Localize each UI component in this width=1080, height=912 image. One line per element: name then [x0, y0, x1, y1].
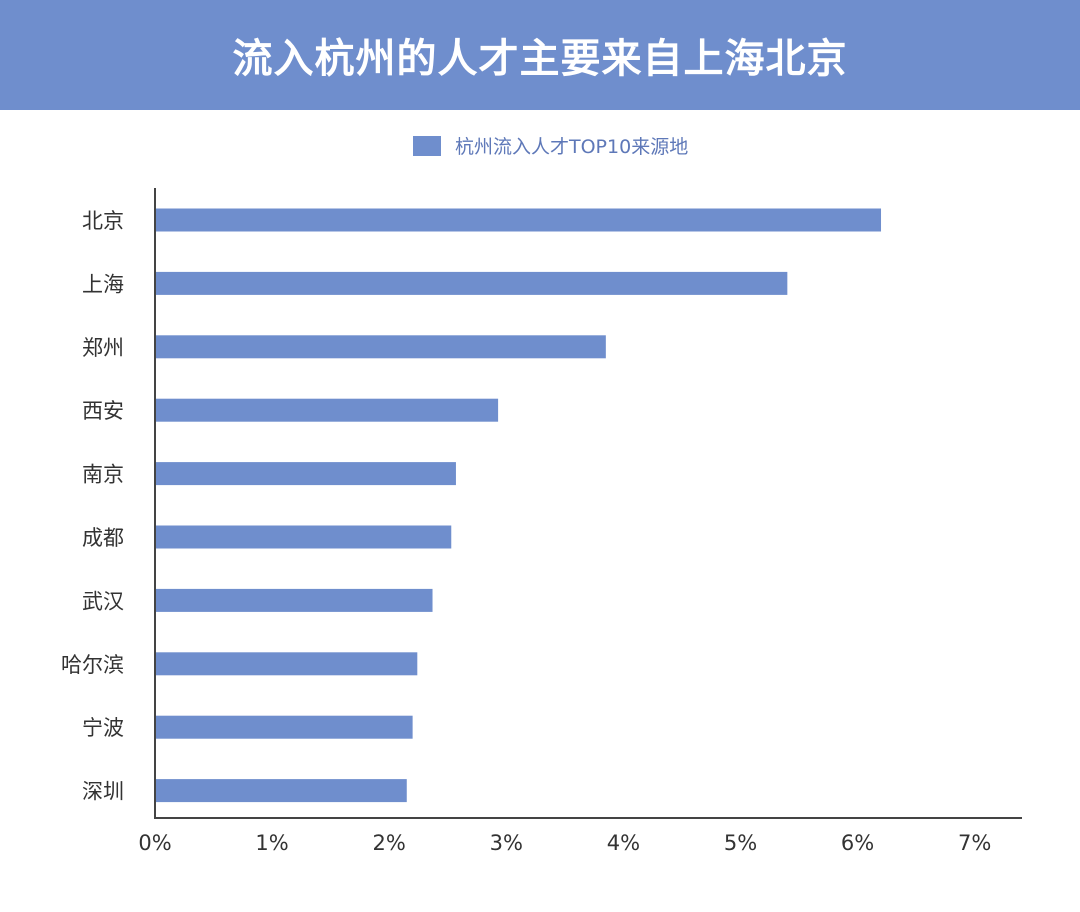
x-tick-label: 3%: [490, 831, 523, 855]
legend-label: 杭州流入人才TOP10来源地: [455, 136, 688, 158]
bar: [155, 779, 407, 803]
category-label: 上海: [82, 272, 124, 296]
category-label: 武汉: [82, 589, 124, 613]
bar: [155, 335, 606, 359]
axes: [154, 188, 1022, 819]
x-tick-label: 6%: [841, 831, 874, 855]
category-label: 宁波: [82, 716, 124, 740]
page-title: 流入杭州的人才主要来自上海北京: [232, 36, 848, 82]
bar: [155, 588, 433, 612]
category-label: 郑州: [82, 336, 124, 360]
category-label: 西安: [82, 399, 124, 423]
bar: [155, 271, 788, 295]
title-banner: 流入杭州的人才主要来自上海北京: [0, 0, 1080, 110]
x-tick-label: 1%: [255, 831, 288, 855]
bar: [155, 525, 452, 549]
bar: [155, 652, 418, 676]
bar: [155, 462, 456, 486]
legend-swatch: [413, 136, 441, 156]
legend: 杭州流入人才TOP10来源地: [413, 136, 688, 158]
x-tick-label: 5%: [724, 831, 757, 855]
x-tick-label: 7%: [958, 831, 991, 855]
category-label: 北京: [82, 209, 124, 233]
category-label: 哈尔滨: [61, 653, 124, 677]
bar: [155, 715, 413, 739]
bar: [155, 398, 499, 422]
bar: [155, 208, 882, 232]
x-tick-label: 0%: [138, 831, 171, 855]
category-label: 成都: [82, 526, 124, 550]
x-tick-label: 2%: [373, 831, 406, 855]
x-tick-label: 4%: [607, 831, 640, 855]
category-label: 南京: [82, 463, 124, 487]
x-tick-labels: 0% 1% 2% 3% 4% 5% 6% 7%: [138, 831, 991, 855]
bars-group: [155, 208, 882, 803]
category-label: 深圳: [82, 780, 124, 804]
